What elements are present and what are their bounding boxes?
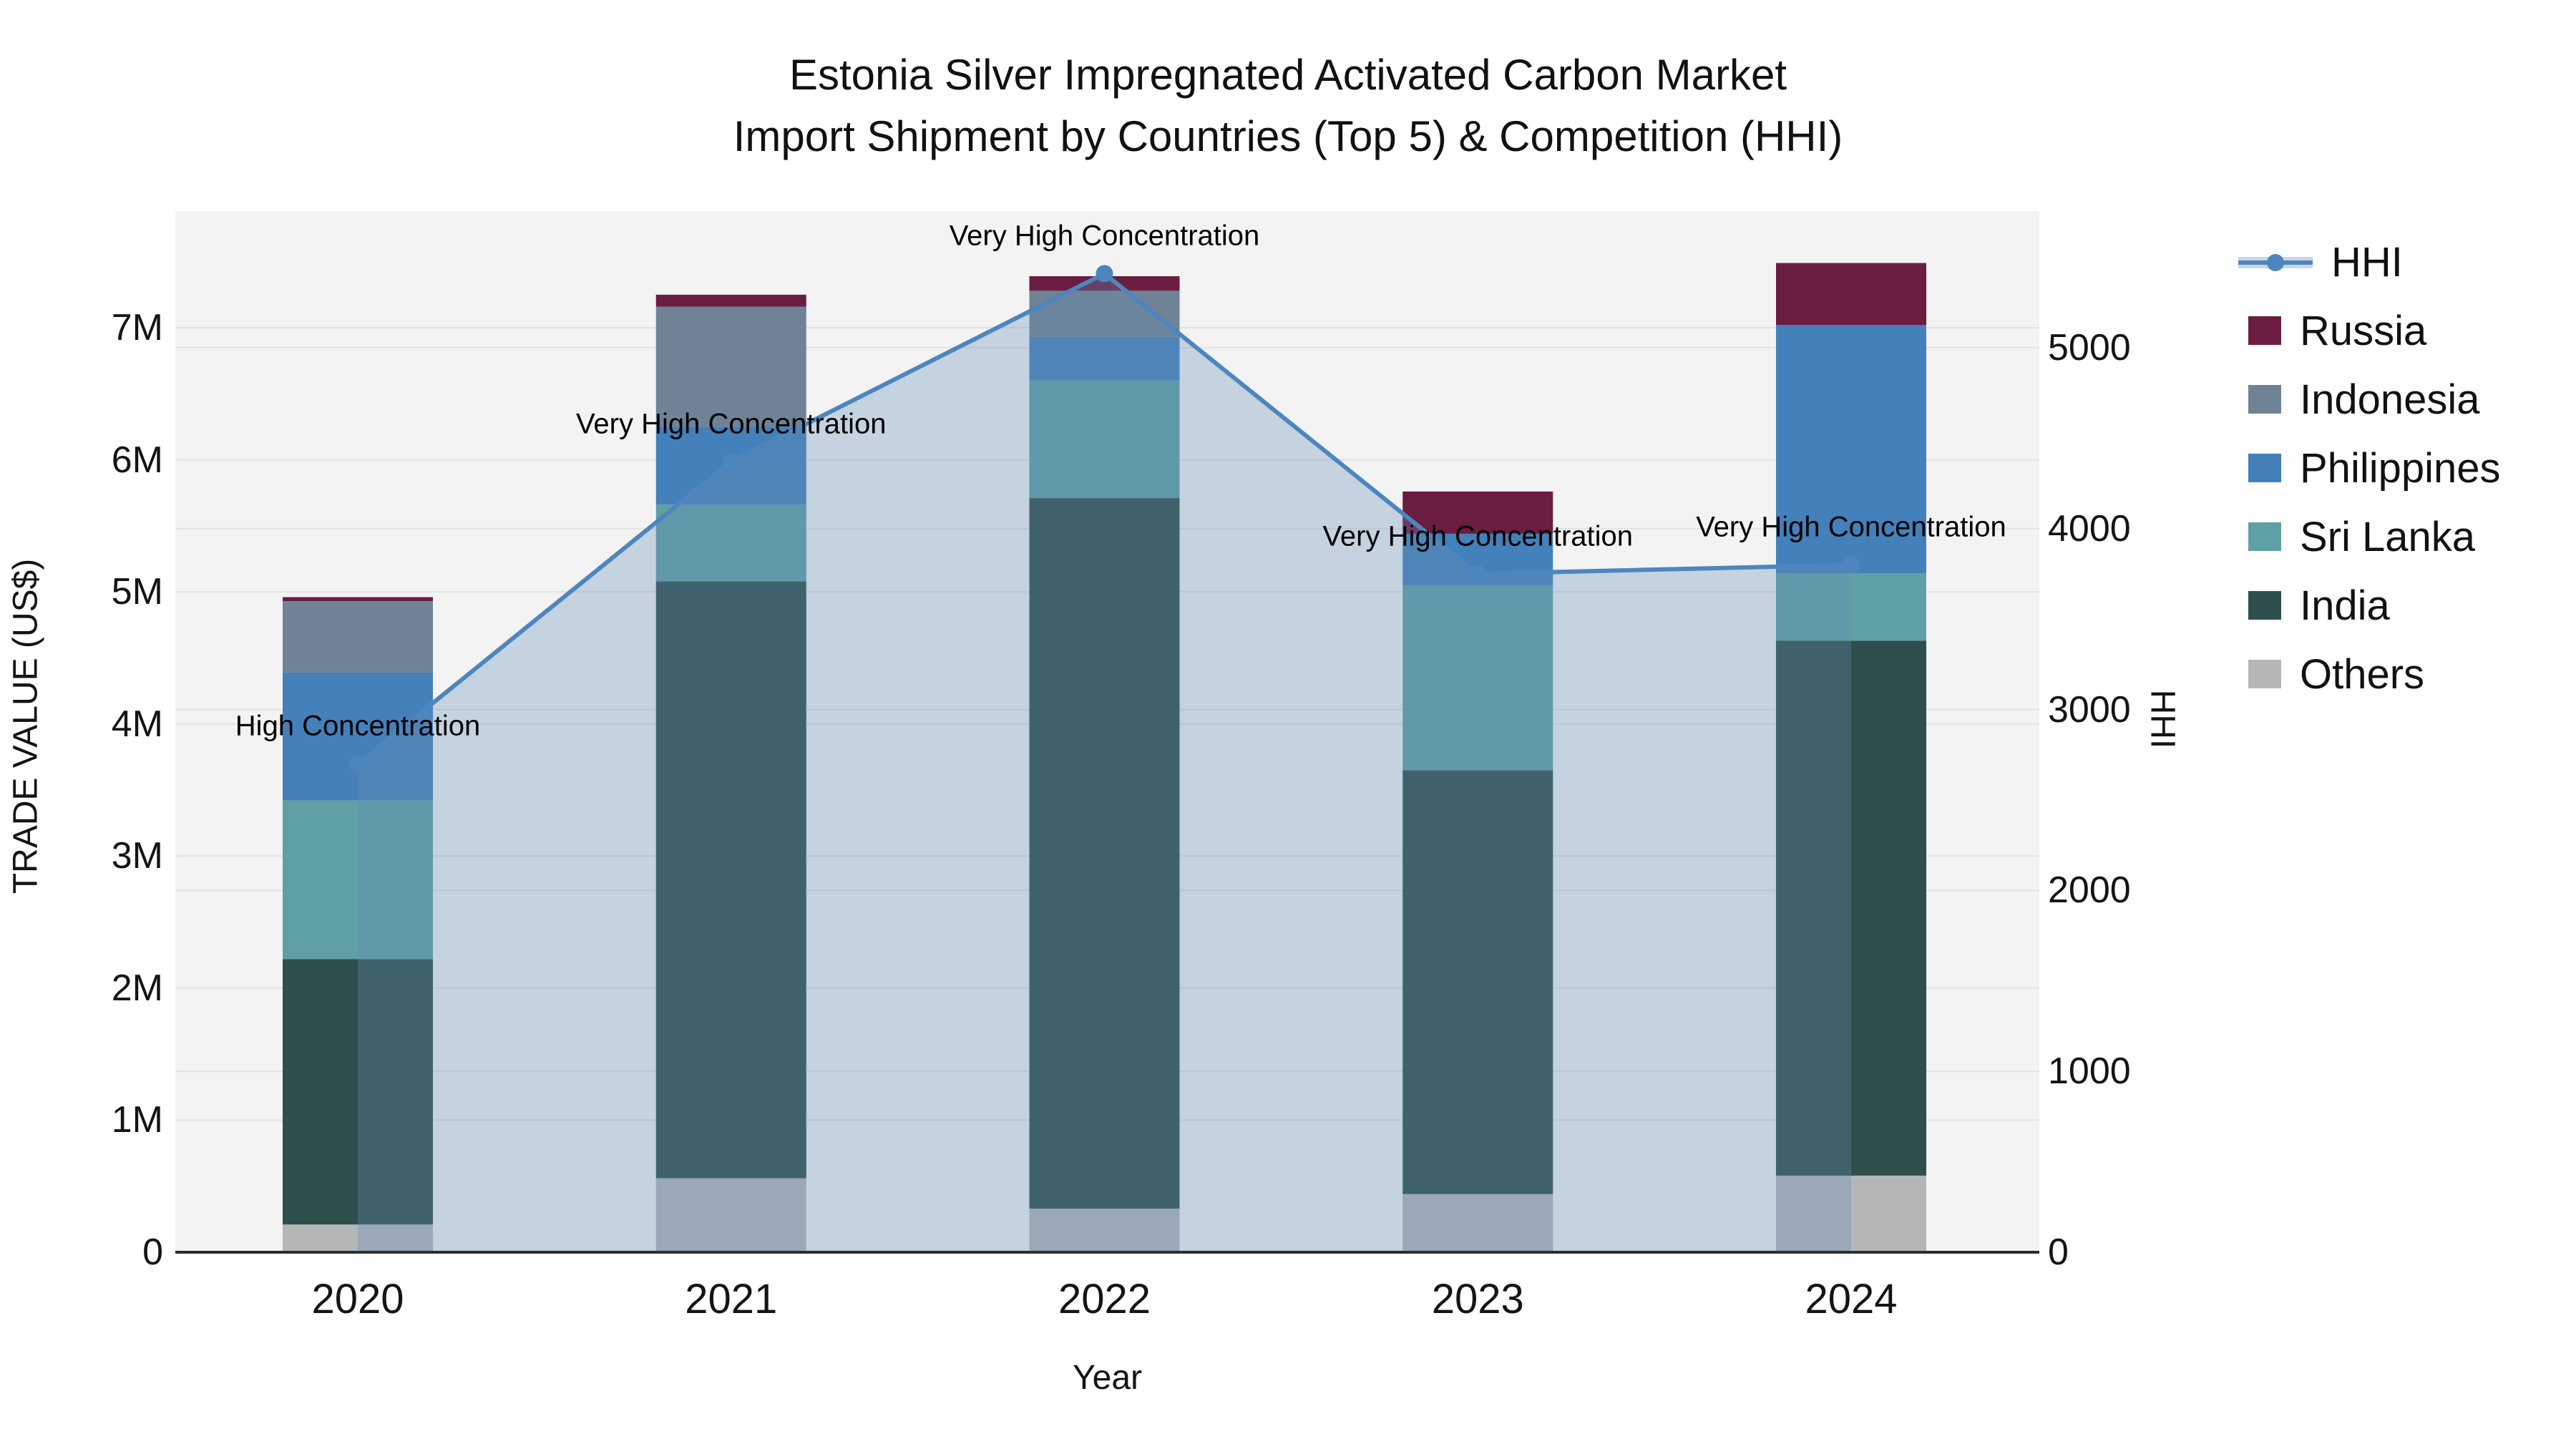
hhi-marker-2023 [1469,565,1487,582]
hhi-marker-2020 [349,755,366,773]
legend-label-russia: Russia [2300,307,2427,354]
annotation-2021: Very High Concentration [575,408,887,440]
bar-segment-india-2021 [655,581,806,1179]
bar-segment-philippines-2024 [1776,325,1926,574]
bar-segment-russia-2022 [1029,276,1180,291]
left-tick-3M: 3M [111,835,163,877]
legend-label-sri-lanka: Sri Lanka [2300,513,2476,560]
hhi-marker-2024 [1843,556,1860,574]
hhi-marker-swatch [2267,254,2284,271]
left-tick-5M: 5M [111,571,163,613]
right-axis-title: HHI [2143,689,2182,749]
bar-segment-sri-lanka-2021 [655,504,806,582]
legend-item-others: Others [2238,640,2501,708]
bar-segment-russia-2023 [1402,491,1553,534]
legend-label-indonesia: Indonesia [2300,376,2480,423]
x-tick-2022: 2022 [1058,1276,1151,1322]
hhi-line-legend-sample-icon [2238,248,2313,276]
left-tick-7M: 7M [111,307,163,348]
right-tick-1000: 1000 [2048,1050,2131,1093]
annotation-2022: Very High Concentration [949,220,1260,252]
hhi-area-fill [358,273,1851,1252]
legend-swatch-sri-lanka [2248,522,2281,551]
bar-segment-russia-2021 [655,294,806,307]
annotation-2020: High Concentration [235,710,481,742]
hhi-marker-2022 [1096,265,1113,283]
legend-label-others: Others [2300,650,2425,698]
legend-item-sri-lanka: Sri Lanka [2238,502,2501,571]
bar-segment-others-2023 [1402,1194,1553,1252]
bar-segment-india-2023 [1402,770,1553,1194]
legend-item-russia: Russia [2238,296,2501,365]
bar-segment-philippines-2020 [283,672,433,801]
left-tick-2M: 2M [111,967,163,1009]
bar-segment-russia-2020 [283,597,433,602]
legend-swatch-philippines [2248,454,2281,482]
right-tick-0: 0 [2048,1231,2069,1273]
x-tick-2023: 2023 [1431,1276,1524,1322]
bar-segment-russia-2024 [1776,263,1926,326]
chart-title-line-2: Import Shipment by Countries (Top 5) & C… [733,112,1843,160]
left-tick-6M: 6M [111,439,163,481]
hhi-marker-2021 [722,453,740,471]
annotation-2023: Very High Concentration [1322,520,1634,552]
right-tick-3000: 3000 [2048,688,2131,731]
bar-segment-sri-lanka-2024 [1776,573,1926,641]
annotation-2024: Very High Concentration [1696,511,2006,543]
bar-segment-sri-lanka-2023 [1402,585,1553,771]
legend-swatch-russia [2248,316,2281,345]
bar-segment-sri-lanka-2020 [283,800,433,960]
legend-item-india: India [2238,571,2501,640]
bar-segment-indonesia-2020 [283,601,433,673]
x-tick-2021: 2021 [685,1276,778,1322]
left-tick-4M: 4M [111,703,163,745]
chart-title-line-1: Estonia Silver Impregnated Activated Car… [789,51,1787,99]
bar-segment-others-2020 [283,1224,433,1252]
bar-segment-india-2024 [1776,640,1926,1176]
left-tick-1M: 1M [111,1099,163,1141]
left-tick-0: 0 [142,1231,163,1273]
bar-segment-others-2021 [655,1178,806,1252]
bar-segment-others-2022 [1029,1209,1180,1252]
chart-legend: HHI Russia Indonesia Philippines Sri Lanka In… [2238,228,2501,708]
right-tick-5000: 5000 [2048,327,2131,369]
bar-segment-others-2024 [1776,1175,1926,1252]
left-axis-title: TRADE VALUE (US$) [6,558,45,894]
bar-segment-india-2022 [1029,498,1180,1209]
chart-title: Estonia Silver Impregnated Activated Car… [0,44,2576,167]
x-tick-2020: 2020 [311,1276,404,1322]
legend-label-india: India [2300,582,2390,629]
legend-item-hhi: HHI [2238,228,2501,296]
right-tick-4000: 4000 [2048,507,2131,550]
bar-segment-sri-lanka-2022 [1029,380,1180,499]
legend-swatch-others [2248,660,2281,688]
legend-swatch-india [2248,591,2281,620]
legend-item-philippines: Philippines [2238,434,2501,502]
x-tick-2024: 2024 [1805,1276,1898,1322]
bar-segment-india-2020 [283,959,433,1225]
bar-segment-philippines-2022 [1029,336,1180,381]
legend-label-philippines: Philippines [2300,444,2501,492]
right-tick-2000: 2000 [2048,869,2131,912]
legend-swatch-indonesia [2248,385,2281,414]
legend-label-hhi: HHI [2331,238,2403,286]
legend-item-indonesia: Indonesia [2238,365,2501,434]
x-axis-title: Year [1073,1359,1142,1397]
bar-segment-indonesia-2021 [655,306,806,427]
